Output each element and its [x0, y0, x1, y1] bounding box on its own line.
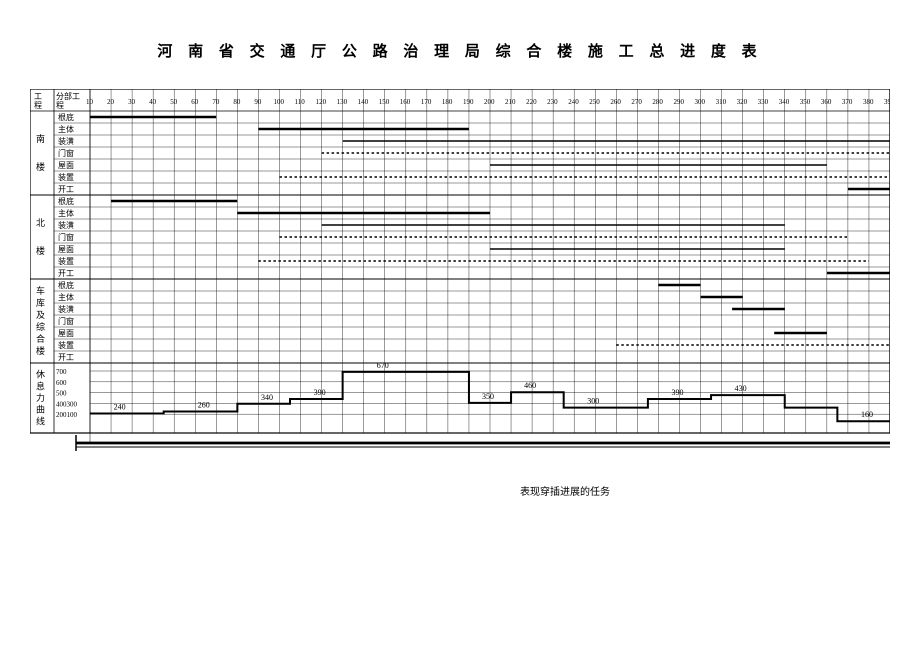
svg-text:390: 390 [884, 98, 890, 106]
svg-text:100: 100 [273, 98, 284, 106]
svg-text:130: 130 [337, 98, 348, 106]
svg-text:300: 300 [587, 397, 599, 406]
svg-text:程: 程 [34, 101, 42, 110]
svg-text:230: 230 [547, 98, 558, 106]
svg-text:500: 500 [56, 390, 67, 398]
svg-text:670: 670 [377, 361, 389, 370]
svg-text:库: 库 [36, 297, 45, 308]
svg-text:装置: 装置 [58, 172, 74, 182]
svg-text:息: 息 [36, 380, 45, 391]
svg-text:340: 340 [261, 393, 273, 402]
svg-text:190: 190 [463, 98, 474, 106]
svg-text:220: 220 [526, 98, 537, 106]
svg-text:160: 160 [400, 98, 411, 106]
svg-text:290: 290 [673, 98, 684, 106]
svg-text:屋面: 屋面 [58, 161, 74, 170]
svg-text:北: 北 [36, 218, 45, 228]
svg-text:装潢: 装潢 [58, 304, 74, 314]
svg-text:320: 320 [737, 98, 748, 106]
svg-text:140: 140 [358, 98, 369, 106]
svg-text:370: 370 [842, 98, 853, 106]
svg-text:120: 120 [316, 98, 327, 106]
svg-text:程: 程 [56, 101, 64, 110]
svg-text:340: 340 [779, 98, 790, 106]
svg-text:南: 南 [36, 133, 45, 144]
svg-text:工: 工 [34, 92, 42, 101]
svg-text:20: 20 [107, 98, 115, 106]
svg-text:250: 250 [589, 98, 600, 106]
svg-text:屋面: 屋面 [58, 329, 74, 338]
svg-text:分部工: 分部工 [56, 91, 80, 101]
svg-text:200100: 200100 [56, 411, 78, 419]
svg-text:260: 260 [198, 401, 210, 410]
svg-text:50: 50 [170, 98, 178, 106]
svg-text:装潢: 装潢 [58, 136, 74, 146]
svg-text:300: 300 [695, 98, 706, 106]
svg-text:350: 350 [482, 392, 494, 401]
svg-text:240: 240 [114, 402, 126, 411]
svg-text:400300: 400300 [56, 400, 78, 408]
svg-text:430: 430 [735, 384, 747, 393]
svg-text:力: 力 [36, 392, 45, 403]
svg-text:150: 150 [379, 98, 390, 106]
svg-text:350: 350 [800, 98, 811, 106]
svg-text:390: 390 [314, 388, 326, 397]
svg-text:根底: 根底 [58, 112, 74, 122]
svg-text:160: 160 [861, 410, 873, 419]
svg-text:主体: 主体 [58, 292, 74, 302]
svg-text:90: 90 [254, 98, 262, 106]
svg-text:根底: 根底 [58, 196, 74, 206]
svg-text:80: 80 [233, 98, 241, 106]
svg-text:楼: 楼 [36, 345, 45, 356]
svg-text:装潢: 装潢 [58, 220, 74, 230]
svg-text:主体: 主体 [58, 124, 74, 134]
svg-text:330: 330 [758, 98, 769, 106]
svg-text:240: 240 [568, 98, 579, 106]
svg-text:楼: 楼 [36, 245, 45, 256]
svg-text:休: 休 [36, 369, 45, 380]
svg-text:车: 车 [36, 285, 45, 296]
svg-text:380: 380 [863, 98, 874, 106]
svg-text:30: 30 [128, 98, 136, 106]
svg-text:合: 合 [36, 333, 45, 344]
svg-text:260: 260 [610, 98, 621, 106]
svg-text:曲: 曲 [36, 405, 45, 415]
svg-text:主体: 主体 [58, 208, 74, 218]
svg-text:110: 110 [295, 98, 306, 106]
svg-text:600: 600 [56, 379, 67, 387]
svg-text:270: 270 [631, 98, 642, 106]
svg-text:门窗: 门窗 [58, 232, 74, 242]
chart-title: 河 南 省 交 通 厅 公 路 治 理 局 综 合 楼 施 工 总 进 度 表 [30, 40, 890, 61]
svg-text:460: 460 [524, 381, 536, 390]
svg-text:210: 210 [505, 98, 516, 106]
svg-text:楼: 楼 [36, 161, 45, 172]
svg-text:开工: 开工 [58, 353, 74, 362]
svg-text:40: 40 [149, 98, 157, 106]
svg-text:390: 390 [671, 388, 683, 397]
svg-text:装置: 装置 [58, 340, 74, 350]
svg-text:70: 70 [212, 98, 220, 106]
svg-text:200: 200 [484, 98, 495, 106]
svg-text:门窗: 门窗 [58, 148, 74, 158]
svg-text:310: 310 [716, 98, 727, 106]
svg-text:开工: 开工 [58, 269, 74, 278]
gantt-chart: 1020304050607080901001101201301401501601… [30, 89, 890, 463]
svg-text:180: 180 [442, 98, 453, 106]
svg-text:装置: 装置 [58, 256, 74, 266]
svg-text:及: 及 [36, 310, 45, 320]
svg-text:360: 360 [821, 98, 832, 106]
svg-text:280: 280 [652, 98, 663, 106]
svg-text:60: 60 [191, 98, 199, 106]
svg-text:屋面: 屋面 [58, 245, 74, 254]
svg-text:170: 170 [421, 98, 432, 106]
svg-text:综: 综 [36, 321, 45, 332]
svg-text:700: 700 [56, 368, 67, 376]
svg-text:根底: 根底 [58, 280, 74, 290]
svg-text:门窗: 门窗 [58, 316, 74, 326]
svg-text:开工: 开工 [58, 185, 74, 194]
svg-text:线: 线 [36, 415, 45, 426]
